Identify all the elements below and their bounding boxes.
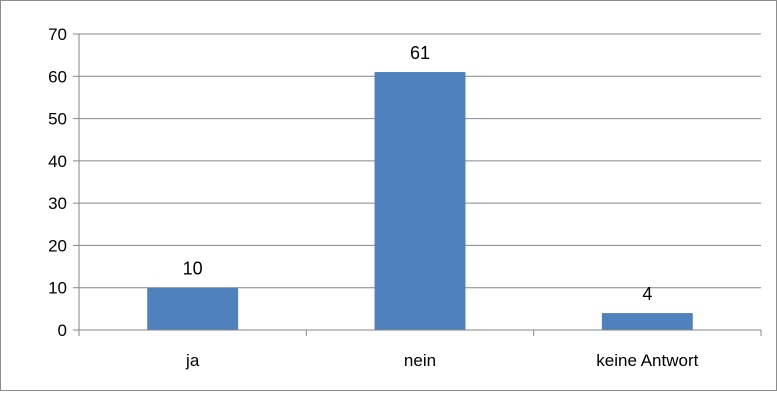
x-tick-label: keine Antwort — [596, 351, 698, 370]
data-label: 10 — [183, 259, 203, 279]
y-tick-label: 10 — [48, 279, 67, 298]
y-tick-label: 30 — [48, 194, 67, 213]
x-tick-label: nein — [404, 351, 436, 370]
y-tick-label: 70 — [48, 25, 67, 44]
y-tick-label: 50 — [48, 110, 67, 129]
x-tick-labels: ja nein keine Antwort — [185, 351, 699, 370]
y-tick-label: 20 — [48, 236, 67, 255]
data-label: 61 — [410, 43, 430, 63]
data-labels: 10 61 4 — [183, 43, 653, 304]
bar-ja — [147, 287, 239, 330]
y-tick-label: 40 — [48, 152, 67, 171]
data-label: 4 — [642, 284, 652, 304]
y-tick-label: 60 — [48, 67, 67, 86]
bars — [147, 72, 693, 331]
y-tick-labels: 0 10 20 30 40 50 60 70 — [48, 25, 67, 340]
bar-nein — [374, 72, 466, 331]
bar-keine-antwort — [601, 313, 693, 330]
y-tick-label: 0 — [58, 321, 67, 340]
x-tick-label: ja — [185, 351, 200, 370]
axes — [73, 33, 762, 336]
